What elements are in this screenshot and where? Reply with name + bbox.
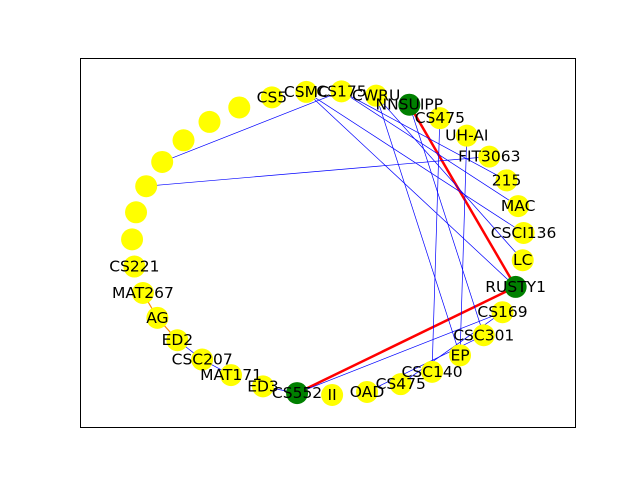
graph-node-n29[interactable] (428, 107, 451, 130)
nodes-layer (121, 80, 535, 406)
node-label-n21: CS169 (477, 303, 527, 321)
node-label-n13: ED3 (247, 377, 279, 395)
edge-highlight-n30-n22 (408, 104, 517, 288)
edge-plain-n33-n22 (306, 91, 516, 288)
node-label-n20: CSC301 (453, 326, 514, 344)
node-label-n8: MAT267 (112, 284, 174, 302)
graph-node-n33[interactable] (295, 80, 318, 103)
edge-plain-n29-n18 (431, 118, 441, 372)
graph-node-n5[interactable] (125, 201, 148, 224)
graph-node-n2[interactable] (172, 129, 195, 152)
edge-plain-n32-n26 (341, 91, 507, 181)
graph-node-n26[interactable] (495, 169, 518, 192)
edge-plain-n21-n17 (400, 311, 503, 385)
plot-frame (80, 58, 576, 428)
node-label-n14: CS552 (272, 384, 322, 402)
graph-node-n30[interactable] (398, 93, 421, 116)
node-label-n27: FIT3063 (458, 148, 520, 166)
node-label-n28: UH-AI (445, 127, 488, 145)
node-label-n9: AG (146, 309, 168, 327)
graph-node-n1[interactable] (198, 110, 221, 133)
graph-node-n25[interactable] (507, 195, 530, 218)
graph-node-n19[interactable] (449, 344, 472, 367)
graph-node-n11[interactable] (191, 348, 214, 371)
node-label-n10: ED2 (162, 331, 194, 349)
graph-node-n15[interactable] (321, 383, 344, 406)
edge-plain-n33-n24 (306, 91, 524, 234)
node-label-n18: CSC140 (401, 363, 462, 381)
graph-node-n20[interactable] (472, 324, 495, 347)
graph-node-n34[interactable] (260, 86, 283, 109)
node-label-n30: NNSUIPP (375, 96, 443, 114)
node-label-n23: LC (513, 251, 532, 269)
node-label-n19: EP (450, 346, 469, 364)
graph-node-n31[interactable] (365, 84, 388, 107)
graph-node-n27[interactable] (478, 145, 501, 168)
node-label-n24: CSCI136 (491, 224, 557, 242)
graph-node-n8[interactable] (131, 281, 154, 304)
graph-node-n28[interactable] (455, 124, 478, 147)
graph-node-n0[interactable] (228, 96, 251, 119)
node-label-n25: MAC (501, 197, 536, 215)
graph-node-n10[interactable] (166, 329, 189, 352)
node-label-n11: CSC207 (172, 351, 233, 369)
graph-node-n18[interactable] (421, 360, 444, 383)
edge-plain-n31-n19 (375, 95, 461, 356)
node-label-n31: CWRU (352, 87, 400, 105)
node-label-n22: RUSTY1 (485, 278, 546, 296)
graph-node-n22[interactable] (504, 275, 527, 298)
node-label-n32: CS175 (316, 82, 366, 100)
graph-node-n7[interactable] (123, 255, 146, 278)
edge-plain-n32-n25 (341, 91, 519, 207)
node-label-n16: OAD (350, 383, 385, 401)
node-label-n15: II (328, 386, 337, 404)
node-label-n17: CS475 (376, 375, 426, 393)
graph-node-n32[interactable] (330, 80, 353, 103)
edge-plain-n30-n20 (408, 104, 485, 336)
graph-node-n21[interactable] (491, 301, 514, 324)
graph-node-n12[interactable] (220, 364, 243, 387)
graph-node-n3[interactable] (151, 150, 174, 173)
graph-node-n23[interactable] (511, 249, 534, 272)
node-label-n12: MAT171 (200, 366, 262, 384)
graph-node-n17[interactable] (389, 373, 412, 396)
edge-plain-n21-n14 (296, 311, 503, 394)
edge-plain-n4-n27 (146, 156, 490, 187)
edge-highlight-n22-n14 (296, 285, 517, 395)
node-label-n7: CS221 (109, 258, 159, 276)
edge-plain-n3-n32 (162, 91, 342, 163)
graph-node-n24[interactable] (512, 221, 535, 244)
node-label-n26: 215 (492, 171, 522, 189)
edge-plain-n31-n23 (375, 95, 523, 261)
node-label-n34: CS5 (257, 88, 288, 106)
edge-plain-n28-n19 (459, 135, 468, 356)
node-label-n29: CS475 (415, 109, 465, 127)
graph-node-n6[interactable] (121, 228, 144, 251)
node-label-n33: CSMC (284, 83, 329, 101)
graph-node-n13[interactable] (251, 375, 274, 398)
graph-node-n9[interactable] (146, 306, 169, 329)
graph-node-n14[interactable] (286, 382, 309, 405)
graph-node-n4[interactable] (135, 175, 158, 198)
graph-node-n16[interactable] (356, 380, 379, 403)
edges-layer (142, 91, 524, 395)
